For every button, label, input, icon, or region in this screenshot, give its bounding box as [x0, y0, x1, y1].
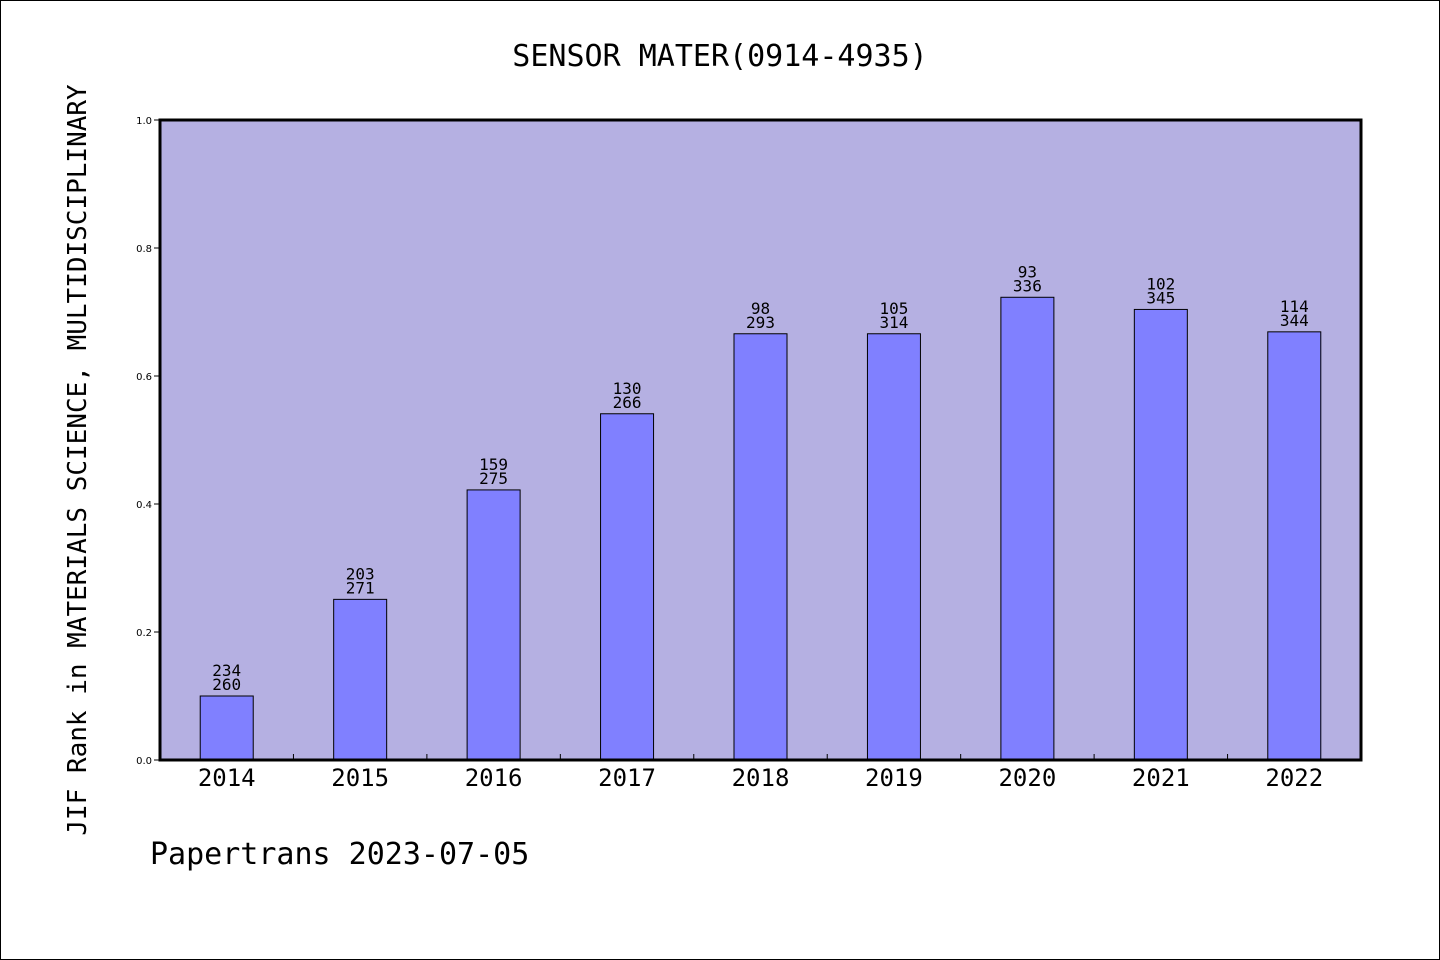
y-tick-label: 0.6 [136, 372, 152, 383]
total-label-2021: 345 [1146, 288, 1175, 307]
rank-label-2019: 105 [879, 299, 908, 318]
bar-2017 [600, 413, 655, 761]
y-tick-label: 0.0 [136, 756, 152, 767]
total-label-2018: 293 [746, 313, 775, 332]
rank-label-2022: 114 [1280, 297, 1309, 316]
rank-label-2021: 102 [1146, 274, 1175, 293]
axes-layer: 2014 2015 2016 2017 2018 2019 2020 2021 2022 0.0 0… [136, 116, 1323, 792]
bar-2014 [199, 695, 254, 761]
rank-label-2017: 130 [613, 379, 642, 398]
bar-2022 [1267, 331, 1322, 761]
bar-2016 [466, 489, 521, 761]
total-label-2019: 314 [879, 313, 908, 332]
rank-label-2020: 93 [1018, 262, 1037, 281]
total-label-2015: 271 [346, 578, 375, 597]
bar-2020 [1000, 296, 1055, 761]
y-tick-label: 1.0 [136, 116, 152, 127]
total-label-2022: 344 [1280, 311, 1309, 330]
total-label-2016: 275 [479, 469, 508, 488]
x-tick-label-2016: 2016 [465, 764, 523, 792]
footer-credit: Papertrans 2023-07-05 [150, 837, 529, 872]
bar-2019 [866, 333, 921, 761]
x-tick-label-2020: 2020 [998, 764, 1056, 792]
x-tick-label-2018: 2018 [732, 764, 790, 792]
x-tick-label-2014: 2014 [198, 764, 256, 792]
rank-label-2016: 159 [479, 455, 508, 474]
total-label-2014: 260 [212, 675, 241, 694]
y-tick-label: 0.4 [136, 500, 152, 511]
rank-label-2015: 203 [346, 564, 375, 583]
x-tick-label-2022: 2022 [1265, 764, 1323, 792]
x-tick-label-2021: 2021 [1132, 764, 1190, 792]
rank-label-2018: 98 [751, 299, 770, 318]
y-axis-label: JIF Rank in MATERIALS SCIENCE, MULTIDISC… [63, 84, 93, 836]
y-tick-label: 0.8 [136, 244, 152, 255]
total-label-2017: 266 [613, 393, 642, 412]
total-label-2020: 336 [1013, 276, 1042, 295]
y-tick-label: 0.2 [136, 628, 152, 639]
plot-border [158, 118, 1363, 762]
bar-2015 [333, 598, 388, 761]
x-tick-label-2015: 2015 [331, 764, 389, 792]
x-tick-label-2017: 2017 [598, 764, 656, 792]
x-tick-label-2019: 2019 [865, 764, 923, 792]
rank-label-2014: 234 [212, 661, 241, 680]
chart-title: SENSOR MATER(0914-4935) [512, 39, 927, 74]
bar-2018 [733, 333, 788, 761]
bar-2021 [1133, 308, 1188, 761]
